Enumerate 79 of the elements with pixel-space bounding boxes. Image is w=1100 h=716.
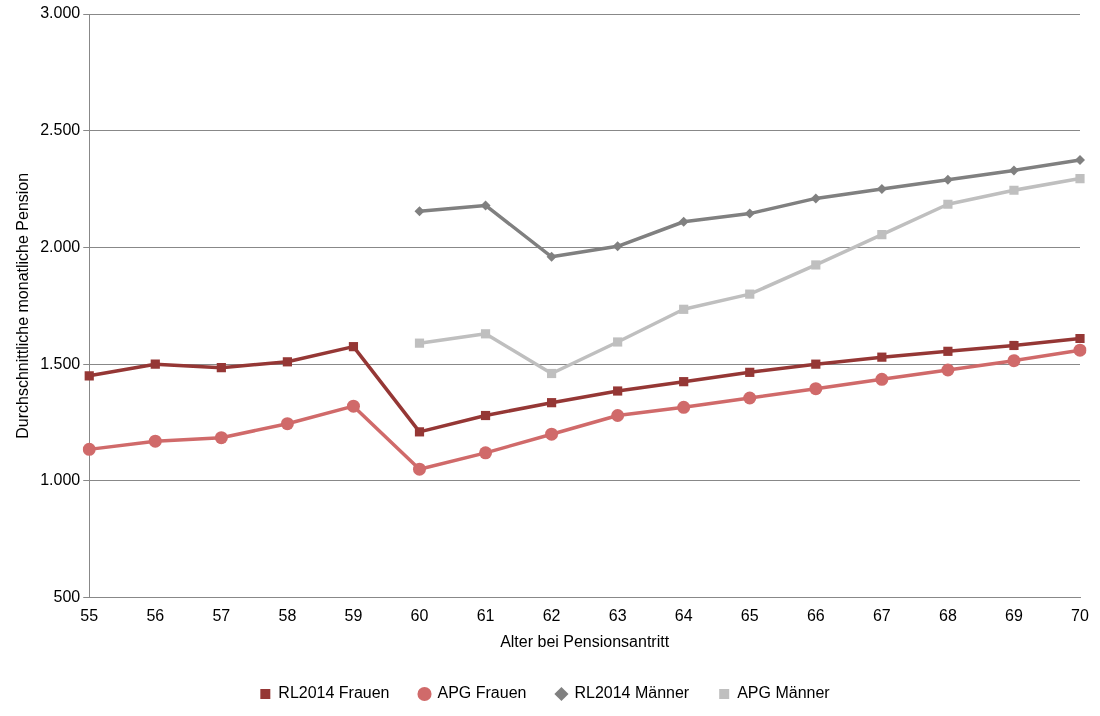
point xyxy=(280,417,294,431)
point xyxy=(547,368,557,379)
point xyxy=(745,289,755,299)
x-tick-label: 67 xyxy=(872,606,891,624)
point xyxy=(216,363,226,373)
y-tick-label: 2.500 xyxy=(40,121,81,139)
x-tick-label: 70 xyxy=(1071,606,1089,624)
point xyxy=(84,371,94,381)
point xyxy=(1007,354,1021,368)
y-tick-label: 500 xyxy=(53,588,81,606)
x-tick-label: 60 xyxy=(410,606,429,624)
point xyxy=(875,372,889,386)
point xyxy=(1073,343,1087,357)
point xyxy=(148,434,162,448)
point xyxy=(1075,173,1085,184)
legend-label: RL2014 Männer xyxy=(574,684,690,702)
point xyxy=(941,363,955,377)
y-tick-label: 1.000 xyxy=(40,471,81,489)
point xyxy=(414,338,425,348)
point xyxy=(545,427,559,441)
point xyxy=(346,399,360,413)
point xyxy=(677,400,691,414)
y-tick-label: 3.000 xyxy=(40,4,81,22)
point xyxy=(810,193,821,204)
point xyxy=(943,346,953,356)
point xyxy=(811,359,821,369)
legend-label: RL2014 Frauen xyxy=(278,684,390,702)
point xyxy=(613,337,623,347)
x-axis-title: Alter bei Pensionsantritt xyxy=(500,632,670,650)
point xyxy=(809,382,823,396)
x-tick-label: 61 xyxy=(476,606,495,624)
point xyxy=(1075,333,1085,344)
point xyxy=(877,352,887,362)
point xyxy=(1008,165,1019,176)
x-tick-label: 65 xyxy=(740,606,759,624)
point xyxy=(678,216,689,227)
point xyxy=(613,386,623,396)
x-tick-label: 57 xyxy=(212,606,231,624)
point xyxy=(348,342,359,352)
y-axis-title: Durchschnittliche monatliche Pension xyxy=(14,172,32,439)
point xyxy=(480,329,491,339)
x-tick-label: 69 xyxy=(1005,606,1023,624)
point xyxy=(611,409,625,423)
point xyxy=(943,199,953,209)
x-tick-label: 59 xyxy=(344,606,363,624)
x-tick-label: 58 xyxy=(278,606,297,624)
point xyxy=(547,398,557,408)
legend-label: APG Männer xyxy=(737,684,831,702)
y-tick-label: 1.500 xyxy=(40,354,81,372)
legend-label: APG Frauen xyxy=(437,684,527,702)
point xyxy=(811,260,821,270)
point xyxy=(1009,340,1019,351)
point xyxy=(282,357,292,367)
point xyxy=(82,442,96,456)
point xyxy=(414,427,425,437)
x-tick-label: 64 xyxy=(674,606,693,624)
x-tick-label: 63 xyxy=(608,606,627,624)
point xyxy=(412,462,426,476)
point xyxy=(744,208,755,219)
point xyxy=(150,359,160,369)
point xyxy=(877,230,887,240)
x-tick-label: 66 xyxy=(806,606,825,624)
point xyxy=(480,410,491,421)
x-tick-label: 68 xyxy=(939,606,957,624)
point xyxy=(546,251,557,262)
point xyxy=(679,377,689,387)
point xyxy=(745,367,755,377)
point xyxy=(1009,185,1019,195)
point xyxy=(1075,154,1085,165)
point xyxy=(414,206,425,217)
point xyxy=(679,304,689,314)
y-tick-label: 2.000 xyxy=(40,237,81,255)
point xyxy=(479,446,493,460)
point xyxy=(612,241,623,252)
point xyxy=(743,391,757,405)
x-tick-label: 55 xyxy=(80,606,99,624)
x-tick-label: 56 xyxy=(146,606,165,624)
x-tick-label: 62 xyxy=(542,606,561,624)
point xyxy=(214,431,228,445)
